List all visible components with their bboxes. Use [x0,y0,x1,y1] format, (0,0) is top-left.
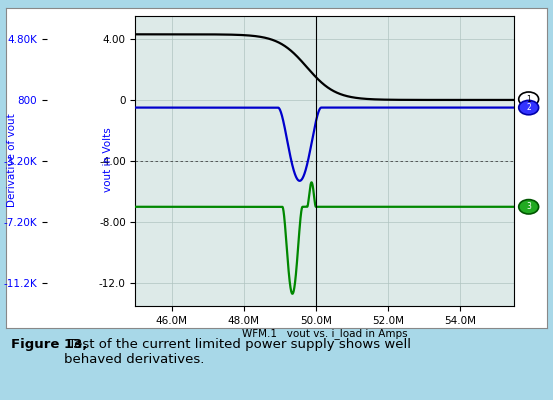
Text: 3: 3 [526,202,531,211]
Text: 2: 2 [526,103,531,112]
Text: 1: 1 [526,95,531,104]
Text: Derivative of vout: Derivative of vout [7,113,17,207]
Text: vout in Volts: vout in Volts [103,128,113,192]
X-axis label: WFM.1   vout vs. i_load in Amps: WFM.1 vout vs. i_load in Amps [242,328,408,340]
Text: Test of the current limited power supply shows well
behaved derivatives.: Test of the current limited power supply… [64,338,410,366]
Text: Figure 13,: Figure 13, [11,338,87,351]
